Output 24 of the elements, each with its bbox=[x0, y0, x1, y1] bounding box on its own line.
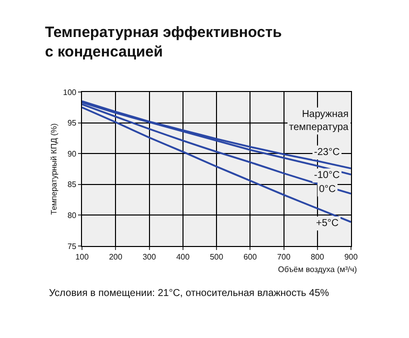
y-tick-label: 100 bbox=[63, 88, 77, 97]
legend-title: Наружная температура bbox=[289, 109, 349, 133]
y-tick-label: 80 bbox=[67, 211, 77, 220]
x-tick-label: 600 bbox=[243, 252, 258, 262]
text: Условия в помещении: 21°C, относительная влажность 45% bbox=[49, 288, 330, 299]
series-label: +5°C bbox=[316, 218, 339, 229]
series-label: -10°C bbox=[314, 170, 340, 181]
x-tick-label: 100 bbox=[75, 252, 90, 262]
x-tick-label: 800 bbox=[310, 252, 325, 262]
y-tick-label: 95 bbox=[67, 118, 77, 128]
x-tick-label: 500 bbox=[210, 252, 224, 262]
y-tick-label: 75 bbox=[67, 242, 77, 251]
y-tick-label: 90 bbox=[67, 149, 77, 158]
chart-title: Температурная эффективность с конденсацией bbox=[44, 24, 282, 61]
y-tick-label: 85 bbox=[67, 180, 77, 190]
x-tick-label: 400 bbox=[176, 252, 190, 262]
series-label: -23°C bbox=[314, 147, 340, 158]
x-tick-label: 300 bbox=[142, 252, 156, 262]
series-label: 0°C bbox=[319, 184, 336, 195]
x-axis-title: Объём воздуха (м³/ч) bbox=[278, 265, 358, 274]
x-tick-label: 700 bbox=[277, 252, 291, 262]
y-axis-title: Температурный КПД (%) bbox=[50, 122, 59, 215]
x-tick-label: 200 bbox=[108, 252, 123, 262]
x-tick-label: 900 bbox=[344, 252, 358, 262]
